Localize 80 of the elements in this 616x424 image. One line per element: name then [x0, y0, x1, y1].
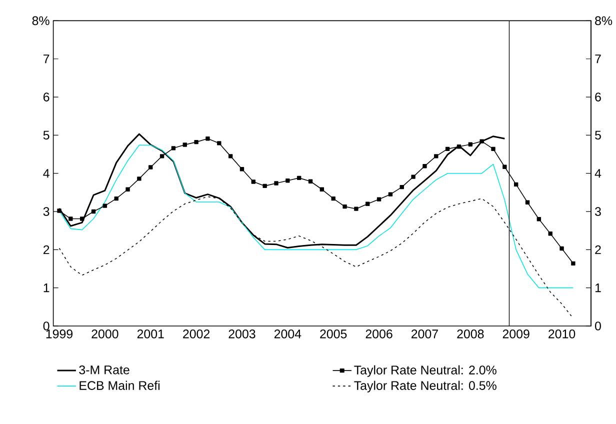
point [68, 216, 73, 221]
point [251, 180, 256, 184]
point [91, 209, 96, 214]
x-tick-label: 2004 [274, 330, 302, 338]
x-tick-label: 2002 [183, 330, 210, 338]
legend-label: Taylor Rate Neutral: 0.5% [354, 380, 496, 392]
y2-tick-label: 4 [594, 169, 602, 178]
point [194, 140, 198, 144]
point [411, 174, 416, 179]
x-tick-label: 2006 [366, 330, 392, 338]
y-tick-label: 3 [43, 207, 50, 216]
y-tick-label: 0 [43, 322, 50, 330]
y-tick-label: 2 [43, 245, 50, 254]
legend-label: 3-M Rate [79, 365, 130, 374]
point [422, 164, 427, 168]
point [126, 187, 130, 192]
point [480, 139, 484, 144]
point [342, 204, 347, 209]
point [571, 261, 576, 266]
y2-tick-label: 8% [595, 16, 612, 26]
point [274, 181, 278, 186]
point [137, 176, 142, 181]
x-tick-label: 2003 [228, 330, 256, 338]
point [376, 197, 382, 202]
x-tick-label: 2000 [92, 330, 118, 338]
point [148, 165, 153, 170]
point [228, 154, 233, 158]
y-tick-label: 6 [43, 92, 50, 102]
y2-tick-label: 6 [595, 92, 601, 102]
point [182, 142, 187, 147]
point [456, 144, 462, 149]
point [296, 176, 302, 180]
y2-tick-label: 1 [595, 284, 601, 292]
y2-tick-label: 7 [595, 54, 601, 64]
x-tick-label: 2007 [411, 330, 438, 338]
y-tick-label: 7 [44, 54, 50, 64]
x-tick-label: 2008 [457, 330, 484, 338]
point [240, 167, 244, 172]
x-tick-label: 2010 [548, 330, 576, 338]
point [525, 200, 530, 204]
x-tick-label: 1999 [46, 330, 73, 338]
y2-tick-label: 5 [595, 130, 601, 140]
x-tick-label: 2005 [320, 330, 347, 338]
point [262, 184, 267, 188]
legend-label: ECB Main Refi [80, 380, 160, 390]
point [206, 136, 210, 141]
point [331, 196, 336, 201]
point [468, 142, 472, 146]
y-tick-label: 4 [43, 169, 50, 178]
point [514, 182, 518, 187]
point [160, 154, 164, 158]
point [114, 196, 118, 201]
y2-tick-label: 2 [595, 245, 601, 254]
point [445, 146, 450, 152]
y-tick-label: 1 [44, 284, 50, 292]
point [548, 232, 552, 236]
point [434, 154, 438, 158]
point [171, 146, 176, 150]
point [366, 202, 370, 206]
point [102, 204, 108, 208]
point [308, 179, 313, 184]
point [320, 187, 324, 192]
x-tick-label: 2001 [137, 330, 164, 338]
legend-label: Taylor Rate Neutral: 2.0% [354, 365, 496, 377]
point [80, 216, 84, 221]
point [536, 217, 542, 222]
y-tick-label: 8% [32, 16, 50, 26]
point [388, 192, 393, 196]
x-tick-label: 2009 [502, 330, 530, 338]
point [502, 164, 507, 169]
y2-tick-label: 3 [595, 207, 601, 216]
point [354, 206, 358, 211]
point [400, 185, 404, 190]
point [560, 246, 564, 251]
point [491, 146, 496, 152]
y-tick-label: 5 [43, 130, 50, 140]
point [286, 178, 290, 183]
point [217, 141, 222, 146]
y2-tick-label: 0 [595, 322, 601, 330]
point [57, 208, 62, 213]
